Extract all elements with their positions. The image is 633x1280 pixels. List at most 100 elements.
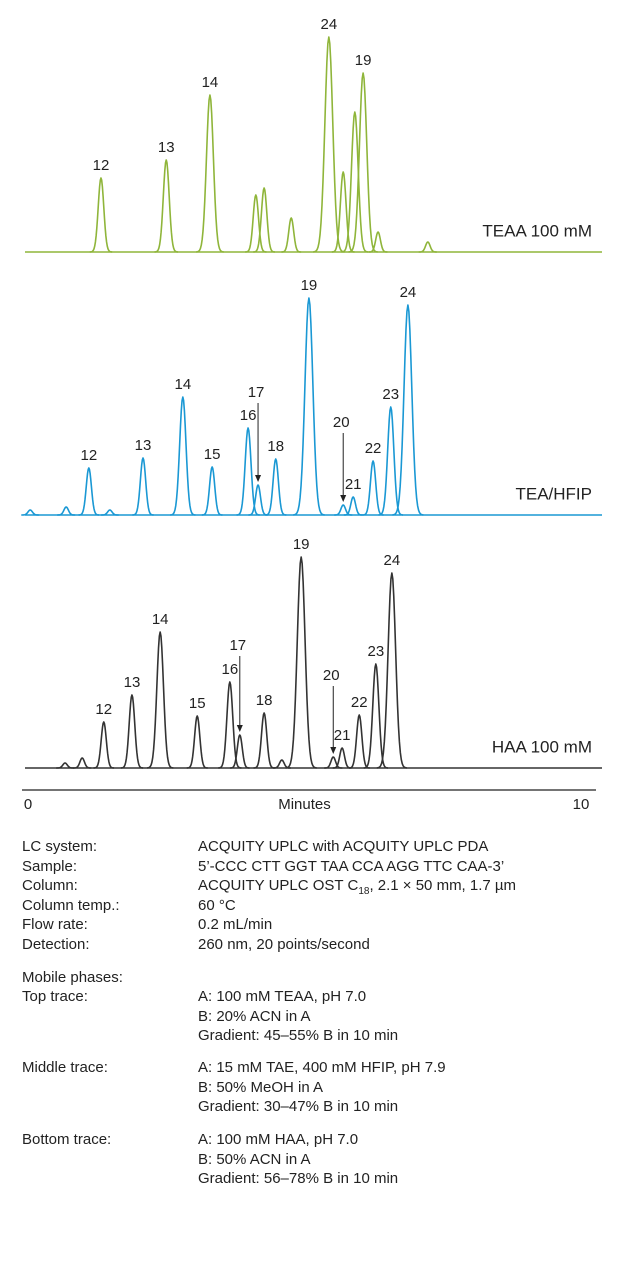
peak — [418, 241, 438, 253]
peak — [196, 94, 224, 253]
method-value: 60 °C — [198, 896, 236, 914]
peak — [154, 159, 179, 253]
peak-label: 20 — [323, 667, 340, 684]
peak — [72, 757, 92, 769]
peak — [341, 111, 369, 253]
peak-label: 12 — [93, 157, 110, 174]
peak — [21, 509, 40, 516]
trace-label: Top trace: — [22, 988, 88, 1005]
peak — [78, 467, 100, 516]
peak-label: 19 — [293, 536, 310, 553]
method-value-part: , 2.1 × 50 mm, 1.7 µm — [369, 877, 517, 894]
peak — [378, 406, 404, 516]
method-label: Column: — [22, 877, 78, 894]
method-value-part: ACQUITY UPLC OST C — [198, 877, 359, 894]
peak — [55, 762, 75, 769]
method-label: Flow rate: — [22, 916, 88, 933]
peak-label: 17 — [248, 384, 265, 401]
peak — [56, 506, 76, 516]
peak-label: 15 — [204, 446, 221, 463]
method-label: Sample: — [22, 857, 78, 875]
method-label: LC system: — [22, 838, 98, 855]
x-tick-label: 0 — [24, 796, 32, 813]
peak-label: 12 — [80, 447, 97, 464]
trace-label: Middle trace: — [22, 1059, 108, 1076]
peak — [253, 187, 276, 253]
peak-label: 13 — [135, 437, 152, 454]
peak-label: 24 — [400, 284, 417, 301]
peak — [248, 484, 268, 516]
peak-label: 17 — [229, 637, 246, 654]
peak — [332, 747, 352, 769]
peak — [89, 177, 113, 253]
peak — [363, 663, 389, 769]
peak-label: 16 — [222, 661, 239, 678]
peak — [170, 396, 196, 516]
peak — [100, 509, 120, 516]
method-value: ACQUITY UPLC OST C18, 2.1 × 50 mm, 1.7 µ… — [198, 877, 516, 901]
trace-label: HAA 100 mM — [492, 737, 592, 756]
peak — [285, 556, 317, 769]
peak — [392, 304, 424, 516]
trace-condition: A: 100 mM TEAA, pH 7.0 — [198, 988, 367, 1005]
peak-label: 23 — [367, 643, 384, 660]
method-value: ACQUITY UPLC with ACQUITY UPLC PDA — [198, 838, 489, 855]
arrow-head — [330, 747, 337, 754]
section-title: Mobile phases: — [22, 969, 123, 986]
peak-label: 20 — [333, 414, 350, 431]
peak-label: 14 — [174, 376, 191, 393]
arrow-head — [255, 475, 262, 482]
chart: 12 13 14 24 19 TEAA 100 mM 12 13 14 15 16 17 18 19 20 2… — [21, 16, 602, 813]
trace-condition: Gradient: 56–78% B in 10 min — [198, 1170, 399, 1187]
peak — [348, 72, 378, 253]
peak — [132, 457, 154, 516]
peak — [368, 231, 388, 253]
peak — [331, 171, 355, 253]
peak-label: 19 — [301, 277, 318, 294]
trace-condition: B: 50% ACN in A — [198, 1150, 311, 1168]
trace-condition: B: 20% ACN in A — [198, 1007, 311, 1025]
trace-label: TEA/HFIP — [515, 484, 592, 503]
peak-label: 13 — [158, 139, 175, 156]
peak — [93, 721, 115, 769]
peak — [201, 466, 223, 516]
method-value: 0.2 mL/min — [198, 916, 273, 933]
trace-label: TEAA 100 mM — [482, 221, 592, 240]
x-tick-label: 10 — [573, 796, 590, 813]
peak-label: 24 — [320, 16, 337, 33]
peak — [229, 734, 250, 769]
peak-label: 21 — [334, 727, 351, 744]
method-value-part: 18 — [358, 886, 370, 897]
peak — [333, 504, 353, 516]
peak — [343, 496, 363, 516]
method-label: Column temp.: — [22, 896, 120, 914]
peak — [313, 36, 345, 253]
peak-label: 18 — [256, 692, 273, 709]
peak-label: 12 — [95, 701, 112, 718]
peak-label: 19 — [355, 52, 372, 69]
peak — [323, 756, 343, 769]
peak-label: 24 — [384, 552, 401, 569]
peak — [146, 631, 174, 769]
method-value: 5’-CCC CTT GGT TAA CCA AGG TTC CAA-3’ — [198, 857, 505, 875]
peak-label: 14 — [152, 611, 169, 628]
peak — [236, 427, 260, 516]
peak — [281, 217, 302, 253]
peak — [348, 714, 370, 769]
method-label: Detection: — [22, 935, 90, 953]
trace-label: Bottom trace: — [22, 1131, 112, 1148]
trace-condition: B: 50% MeOH in A — [198, 1078, 324, 1096]
peak — [265, 458, 287, 516]
peak-label: 18 — [267, 438, 284, 455]
peak-label: 21 — [345, 476, 362, 493]
method-value: 260 nm, 20 points/second — [198, 935, 370, 953]
peak — [362, 460, 384, 516]
trace-condition: A: 100 mM HAA, pH 7.0 — [198, 1131, 359, 1148]
peak — [245, 194, 267, 253]
trace-condition: A: 15 mM TAE, 400 mM HFIP, pH 7.9 — [198, 1059, 446, 1076]
arrow-head — [340, 495, 347, 502]
peak — [376, 572, 407, 769]
peak-label: 16 — [240, 407, 257, 424]
peak — [218, 681, 242, 769]
